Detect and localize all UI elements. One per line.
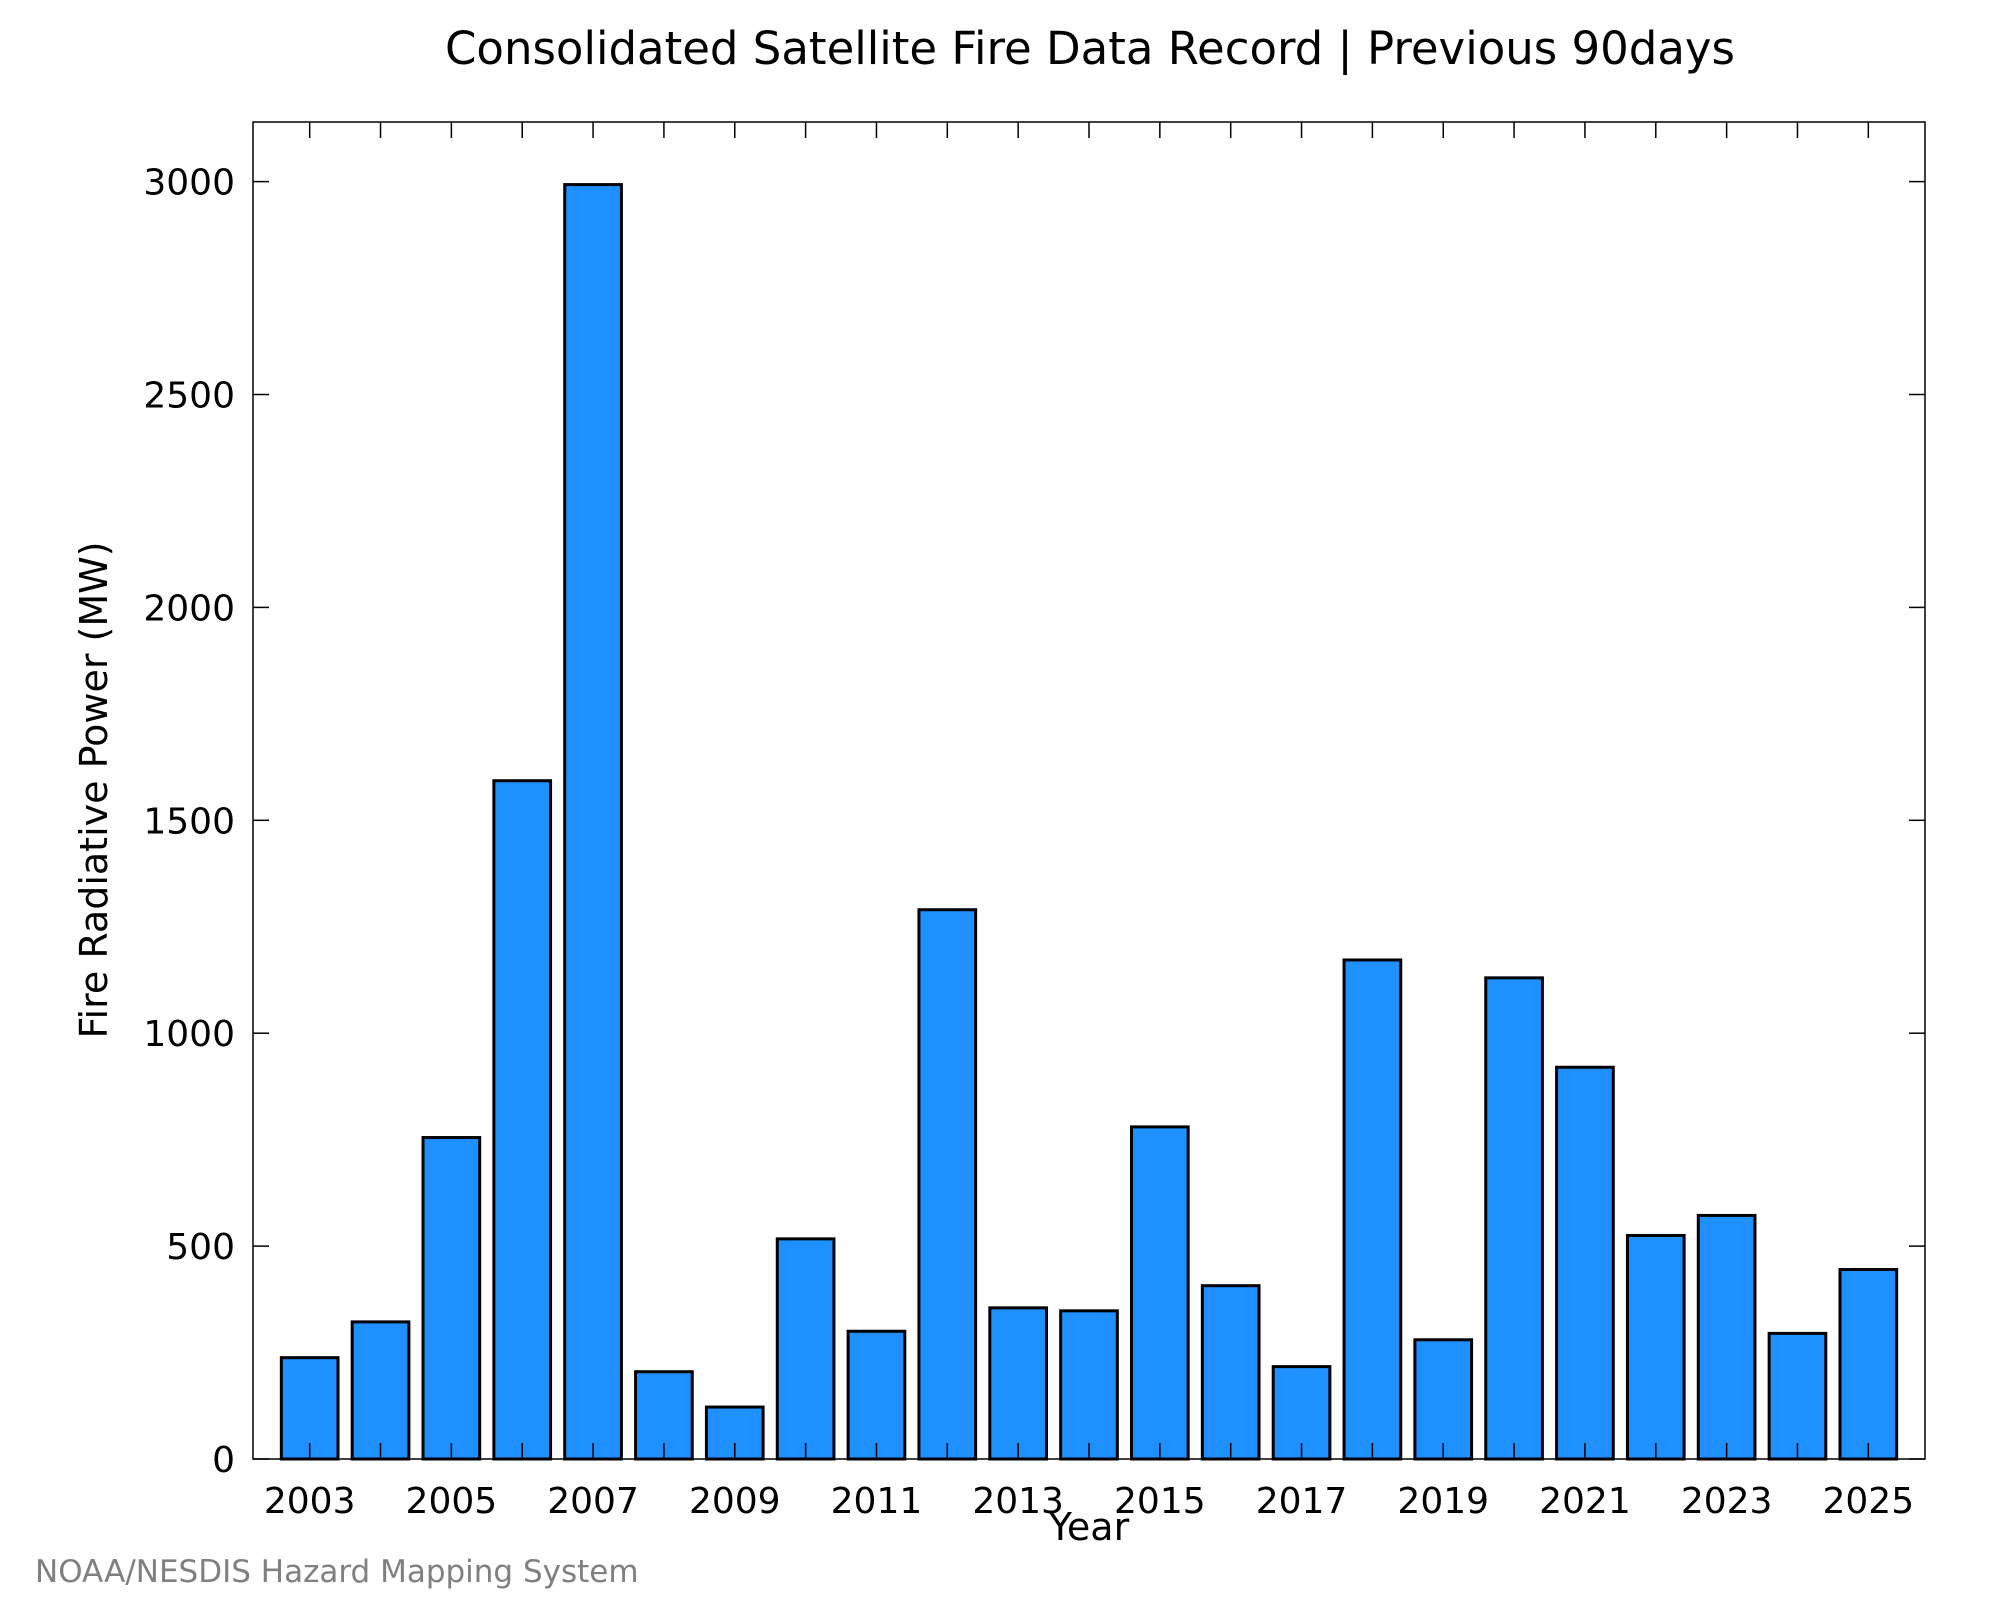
bar-2021	[1555, 1065, 1615, 1461]
x-tick-label-2009: 2009	[689, 1481, 781, 1522]
bar-2011	[846, 1329, 907, 1461]
bar-2018	[1342, 958, 1403, 1461]
bar-2007	[563, 183, 623, 1461]
x-axis-label: Year	[1048, 1505, 1130, 1549]
x-tick-label-2015: 2015	[1114, 1481, 1206, 1522]
x-tick-label-2011: 2011	[831, 1481, 923, 1522]
bar-2012	[917, 908, 978, 1461]
y-tick-label-0: 0	[212, 1440, 235, 1481]
y-axis-label: Fire Radiative Power (MW)	[72, 541, 116, 1038]
y-tick-label-500: 500	[166, 1227, 235, 1268]
y-axis-ticks: 0 500 1000 1500 2000 2500 3000	[143, 163, 1925, 1481]
x-tick-label-2025: 2025	[1823, 1481, 1915, 1522]
bar-2005	[421, 1136, 482, 1461]
bar-2010	[775, 1237, 836, 1461]
y-tick-label-2500: 2500	[143, 376, 235, 417]
bar-2014	[1059, 1309, 1119, 1461]
x-tick-label-2023: 2023	[1681, 1481, 1773, 1522]
x-tick-label-2019: 2019	[1397, 1481, 1489, 1522]
bar-2019	[1413, 1338, 1474, 1461]
plot-area	[279, 183, 1899, 1461]
bar-2023	[1696, 1213, 1757, 1461]
y-tick-label-2000: 2000	[143, 588, 235, 629]
bar-2013	[988, 1306, 1048, 1461]
x-axis-ticks: 2003 2005 2007 2009 2011 2013 2015 2017 2019 2021…	[264, 122, 1914, 1522]
x-tick-label-2021: 2021	[1539, 1481, 1631, 1522]
y-tick-label-1500: 1500	[143, 801, 235, 842]
bar-2016	[1200, 1284, 1261, 1461]
bar-2006	[492, 779, 553, 1461]
bar-2020	[1484, 976, 1544, 1461]
x-tick-label-2003: 2003	[264, 1481, 356, 1522]
x-tick-label-2017: 2017	[1256, 1481, 1348, 1522]
chart-title: Consolidated Satellite Fire Data Record …	[445, 22, 1735, 75]
bar-2004	[350, 1320, 411, 1461]
y-tick-label-3000: 3000	[143, 163, 235, 204]
y-tick-label-1000: 1000	[143, 1014, 235, 1055]
bar-2022	[1625, 1233, 1686, 1461]
x-tick-label-2007: 2007	[547, 1481, 639, 1522]
bar-2024	[1767, 1331, 1828, 1461]
x-tick-label-2013: 2013	[972, 1481, 1064, 1522]
bar-2015	[1130, 1125, 1190, 1461]
x-tick-label-2005: 2005	[406, 1481, 498, 1522]
bar-2025	[1838, 1268, 1899, 1461]
footer-credit: NOAA/NESDIS Hazard Mapping System	[35, 1554, 639, 1590]
